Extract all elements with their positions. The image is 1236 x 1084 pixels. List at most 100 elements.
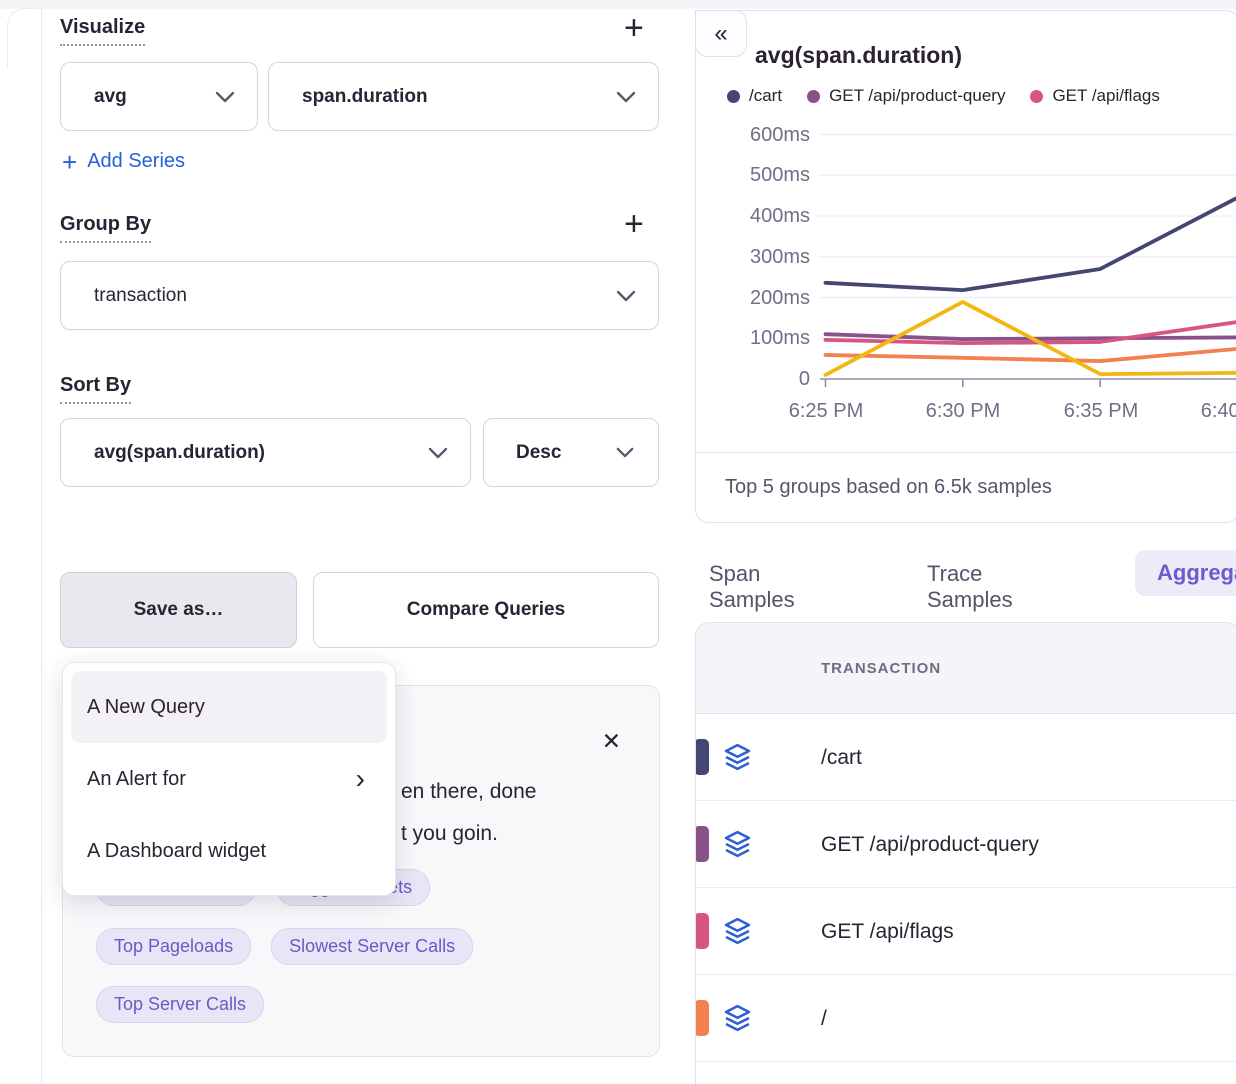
y-axis-tick-label: 400ms [749,205,810,227]
chart-line-series [823,347,1236,363]
group-by-heading: Group By [60,213,152,243]
suggested-query-pill-row: Top Server Calls [96,986,265,1023]
collapse-icon: « [714,19,728,47]
banner-text-fragment: en there, done [401,780,537,803]
table-row[interactable]: /cart [696,714,1236,801]
aggregate-value: avg [94,85,127,107]
close-icon[interactable]: ✕ [601,728,621,754]
chart-line-series [823,196,1236,293]
group-by-value: transaction [94,284,187,306]
x-axis-tick-label: 6:25 PM [788,400,864,422]
banner-text-fragment: t you goin. [401,822,498,845]
series-color-chip [696,826,709,862]
suggested-query-pill[interactable]: Top Pageloads [96,928,252,965]
layers-icon [722,917,753,946]
x-axis-tick-label: 6:30 PM [925,400,1001,422]
suggested-query-pill-row: Top Pageloads Slowest Server Calls [96,928,474,965]
legend-item[interactable]: /cart [727,86,782,106]
menu-item[interactable]: A Dashboard widget [71,815,387,887]
table-row[interactable]: GET /api/flags [696,888,1236,975]
menu-item-label: A Dashboard widget [87,839,267,862]
group-by-select[interactable]: transaction [60,261,659,330]
sort-direction-value: Desc [516,441,562,463]
transaction-cell: /cart [821,746,862,769]
layers-icon [722,830,753,859]
table-row[interactable]: GET /api/product-query [696,801,1236,888]
chevron-down-icon [215,91,235,103]
legend-item[interactable]: GET /api/flags [1030,86,1160,106]
tab-trace-samples[interactable]: Trace Samples [927,561,1013,612]
submenu-arrow-icon: › [355,763,365,794]
pill-label: Top Pageloads [114,936,234,956]
series-color-chip [696,739,709,775]
chart-title: avg(span.duration) [755,42,963,68]
series-color-dot [727,89,740,103]
chevron-down-icon [616,290,636,302]
transaction-cell: GET /api/flags [821,920,954,943]
series-color-chip [696,1000,709,1036]
series-color-dot [1030,89,1044,103]
chevron-down-icon [616,447,634,458]
pill-label: Slowest Server Calls [289,936,456,956]
add-visualize-button[interactable]: + [624,9,644,47]
series-color-chip [696,913,709,949]
layers-icon [722,743,753,772]
transaction-cell: / [821,1007,827,1030]
compare-queries-button[interactable]: Compare Queries [313,572,659,648]
suggested-query-pill[interactable]: Top Server Calls [96,986,265,1023]
sort-field-value: avg(span.duration) [94,441,266,463]
tab-label: Aggregates [1157,560,1236,585]
tab-span-samples[interactable]: Span Samples [709,561,795,612]
legend-label: GET /api/product-query [829,86,1006,105]
save-as-menu: A New Query An Alert for › A Dashboard widg… [62,662,396,896]
y-axis-tick-label: 300ms [749,245,810,268]
menu-item[interactable]: A New Query [71,671,387,743]
add-series-button[interactable]: + Add Series [62,146,186,177]
legend-label: /cart [749,86,783,105]
collapse-panel-button[interactable]: « [695,10,747,57]
field-value: span.duration [302,85,428,107]
save-as-button[interactable]: Save as… [60,572,297,648]
plus-icon: + [62,146,78,177]
suggested-query-pill[interactable]: Slowest Server Calls [271,928,474,965]
y-axis-tick-label: 200ms [749,286,810,309]
table-header-row: TRANSACTION [696,623,1236,714]
chart-line-series [823,320,1236,346]
chevron-down-icon [428,447,448,459]
x-axis-tick-label: 6:35 PM [1063,400,1139,422]
sort-direction-select[interactable]: Desc [483,418,659,487]
left-rail-divider [41,9,42,1084]
menu-item[interactable]: An Alert for › [71,743,387,815]
sort-by-heading: Sort By [60,374,132,404]
field-select[interactable]: span.duration [268,62,659,131]
add-group-by-button[interactable]: + [624,205,644,243]
panel-corner [7,8,37,68]
menu-item-label: An Alert for [87,767,186,790]
sort-field-select[interactable]: avg(span.duration) [60,418,471,487]
y-axis-tick-label: 0 [798,368,810,390]
chart-card [695,10,1236,523]
y-axis-tick-label: 500ms [749,164,810,187]
table-row[interactable]: / [696,975,1236,1062]
save-as-label: Save as… [133,599,224,620]
legend-item[interactable]: GET /api/product-query [807,86,1005,106]
y-axis-tick-label: 600ms [749,123,810,146]
pill-label: Top Server Calls [114,994,247,1014]
series-color-dot [807,89,821,103]
table-body: /cart GET /api/product-query GET /api/flag… [696,714,1236,1062]
column-header-transaction[interactable]: TRANSACTION [821,660,942,677]
add-series-label: Add Series [87,150,186,172]
top-strip [0,0,1236,9]
card-divider [696,452,1236,453]
compare-queries-label: Compare Queries [406,599,566,620]
aggregate-select[interactable]: avg [60,62,258,131]
menu-item-label: A New Query [87,695,205,718]
chart-plot[interactable] [818,120,1236,410]
chevron-down-icon [616,91,636,103]
layers-icon [722,1004,753,1033]
visualize-heading: Visualize [60,16,146,46]
legend-label: GET /api/flags [1052,86,1160,105]
tab-aggregates[interactable]: Aggregates [1135,550,1236,596]
chart-line-series [823,300,1236,377]
